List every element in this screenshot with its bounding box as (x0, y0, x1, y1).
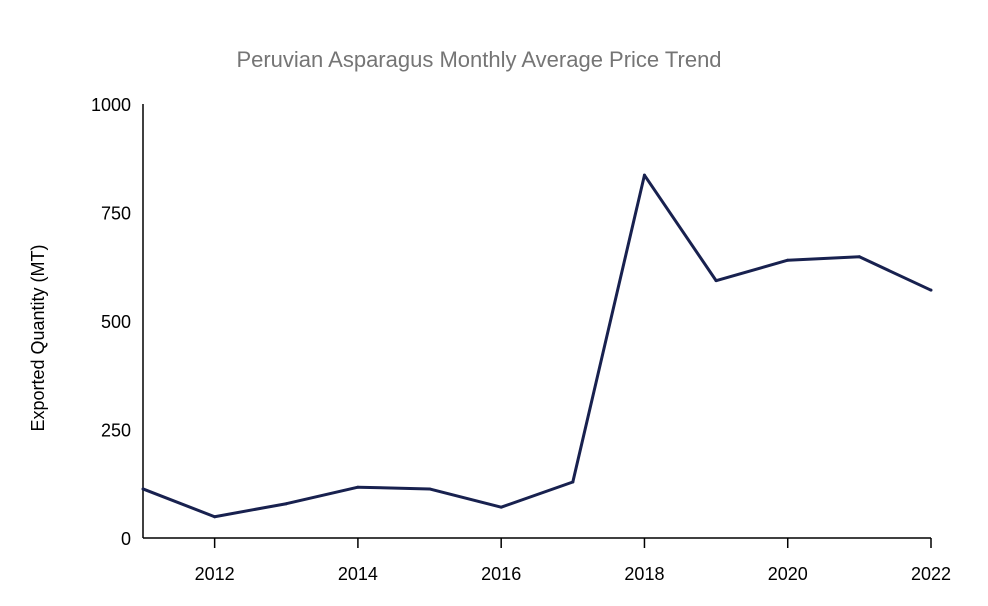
data-point-2018 (642, 173, 646, 177)
y-tick-label: 250 (101, 421, 131, 441)
y-tick-label: 750 (101, 204, 131, 224)
data-point-2015 (428, 487, 432, 491)
data-point-2013 (284, 502, 288, 506)
data-point-2011 (141, 487, 145, 491)
y-axis-label: Exported Quantity (MT) (28, 244, 48, 431)
data-point-2017 (571, 480, 575, 484)
data-point-2022 (929, 288, 933, 292)
x-tick-label: 2016 (481, 564, 521, 584)
data-point-2012 (213, 515, 217, 519)
y-tick-label: 0 (121, 529, 131, 549)
x-tick-label: 2018 (624, 564, 664, 584)
series-line (142, 173, 932, 519)
x-tick-label: 2012 (195, 564, 235, 584)
y-tick-label: 1000 (91, 95, 131, 115)
x-tick-label: 2014 (338, 564, 378, 584)
data-point-2021 (857, 255, 861, 259)
chart-title: Peruvian Asparagus Monthly Average Price… (236, 47, 721, 72)
data-point-2014 (356, 485, 360, 489)
data-point-2016 (499, 505, 503, 509)
x-tick-label: 2022 (911, 564, 951, 584)
data-point-2020 (786, 258, 790, 262)
y-tick-label: 500 (101, 312, 131, 332)
x-tick-label: 2020 (768, 564, 808, 584)
data-point-2019 (714, 279, 718, 283)
